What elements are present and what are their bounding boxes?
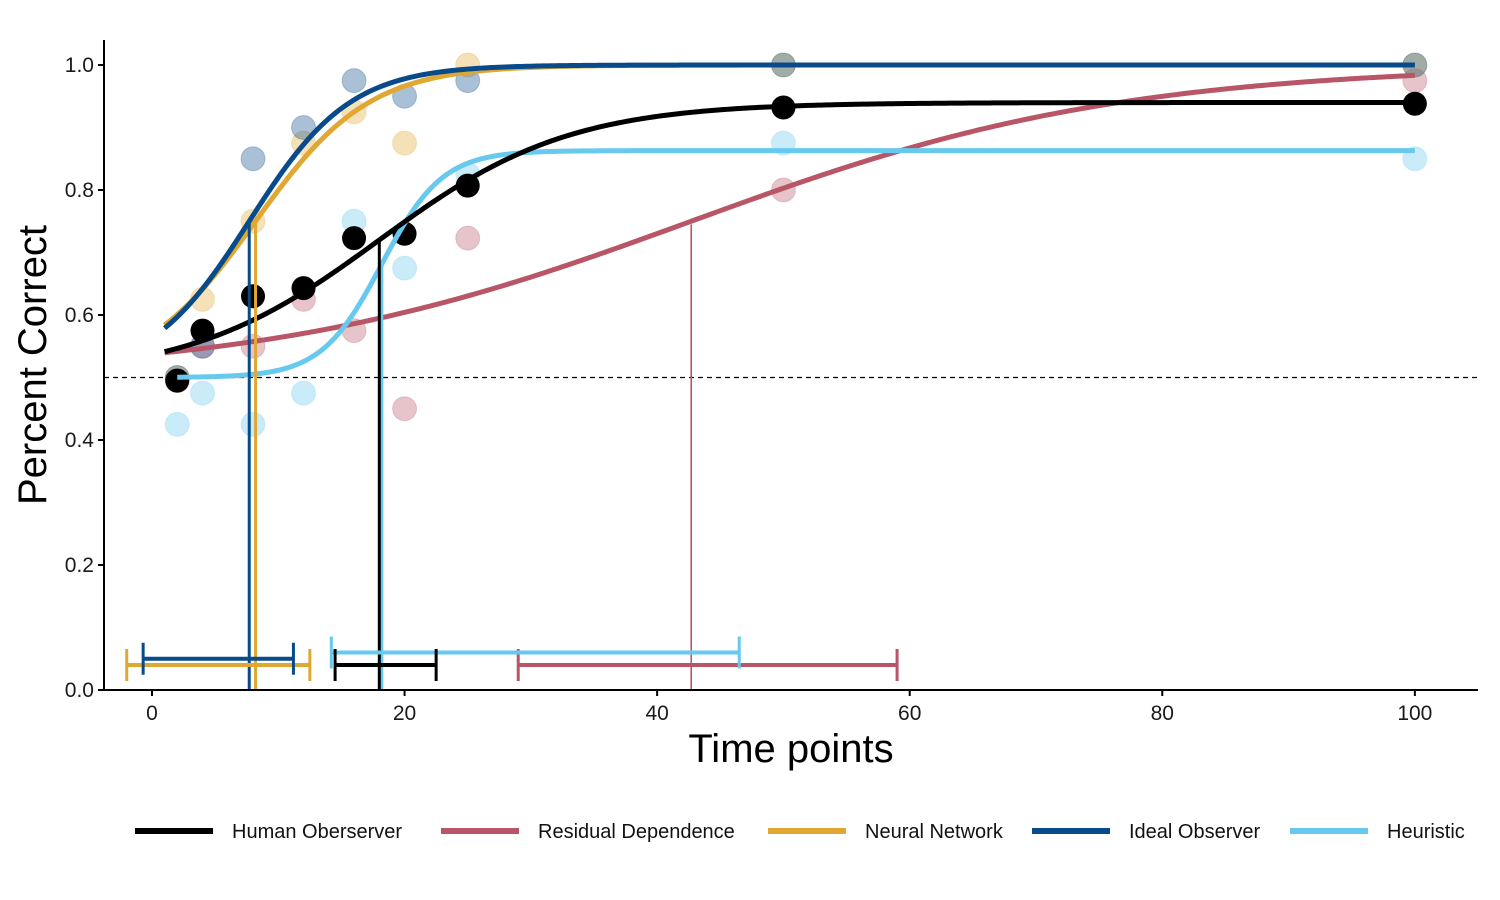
legend-label-ideal-observer: Ideal Observer bbox=[1129, 821, 1261, 843]
legend: Human Oberserver Residual Dependence Neura… bbox=[135, 821, 1465, 843]
human-oberserver-point-0 bbox=[165, 368, 190, 393]
y-tick-label-5: 1.0 bbox=[65, 54, 94, 77]
axes-layer: 0 20 40 60 80 100 0.0 0.2 0.4 0.6 0.8 1.0 bbox=[65, 40, 1478, 725]
heuristic-point-3 bbox=[291, 380, 317, 406]
ideal-observer-curve bbox=[163, 62, 1415, 331]
y-axis-title: Percent Correct bbox=[11, 225, 55, 505]
x-tick-label-100: 100 bbox=[1397, 702, 1432, 725]
fitted-curves-layer bbox=[163, 62, 1415, 380]
neural-network-point-5 bbox=[392, 130, 418, 156]
heuristic-point-0 bbox=[164, 411, 190, 437]
residual-dependence-point-6 bbox=[455, 225, 481, 251]
human-oberserver-point-4 bbox=[342, 226, 367, 251]
x-axis-title: Time points bbox=[688, 727, 893, 771]
residual-dependence-curve bbox=[164, 72, 1415, 356]
threshold-lines-layer bbox=[247, 221, 693, 690]
legend-label-human-oberserver: Human Oberserver bbox=[232, 821, 402, 843]
x-tick-label-0: 0 bbox=[146, 702, 158, 725]
human-oberserver-point-2 bbox=[241, 284, 266, 309]
heuristic-point-2 bbox=[240, 411, 266, 437]
interval-bars-layer bbox=[125, 636, 899, 681]
x-tick-label-60: 60 bbox=[898, 702, 921, 725]
ideal-observer-point-4 bbox=[341, 68, 367, 94]
ideal-observer-point-2 bbox=[240, 146, 266, 172]
y-tick-label-0: 0.0 bbox=[65, 679, 94, 702]
y-tick-label-2: 0.4 bbox=[65, 429, 95, 452]
y-tick-label-4: 0.8 bbox=[65, 179, 94, 202]
legend-label-neural-network: Neural Network bbox=[865, 821, 1004, 843]
y-tick-label-3: 0.6 bbox=[65, 304, 94, 327]
heuristic-curve bbox=[177, 148, 1415, 380]
x-tick-label-80: 80 bbox=[1151, 702, 1174, 725]
legend-label-heuristic: Heuristic bbox=[1387, 821, 1465, 843]
human-oberserver-curve bbox=[164, 100, 1415, 355]
y-tick-label-1: 0.2 bbox=[65, 554, 94, 577]
ideal-observer-point-3 bbox=[291, 115, 317, 140]
x-tick-label-40: 40 bbox=[645, 702, 668, 725]
residual-dependence-point-5 bbox=[392, 396, 418, 422]
x-tick-label-20: 20 bbox=[393, 702, 416, 725]
heuristic-point-5 bbox=[392, 255, 418, 281]
human-oberserver-point-6 bbox=[455, 173, 480, 198]
legend-label-residual-dependence: Residual Dependence bbox=[538, 821, 735, 843]
heuristic-point-1 bbox=[190, 380, 216, 406]
